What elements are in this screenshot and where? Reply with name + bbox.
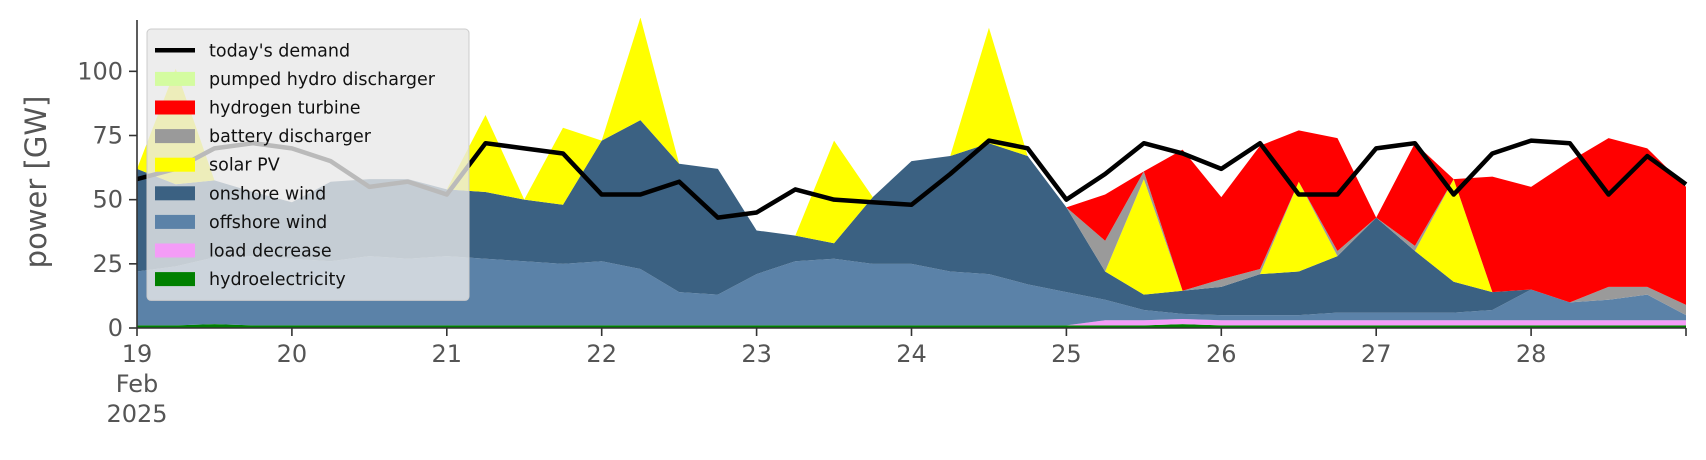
legend-label: hydrogen turbine bbox=[209, 99, 361, 119]
legend-swatch bbox=[155, 272, 195, 287]
legend-swatch bbox=[155, 186, 195, 201]
legend-swatch bbox=[155, 157, 195, 172]
legend-item-onshore-wind: onshore wind bbox=[155, 184, 326, 204]
x-tick-month-label: Feb bbox=[116, 370, 159, 398]
legend-label: onshore wind bbox=[209, 184, 326, 204]
legend-item-solar-pv: solar PV bbox=[155, 156, 280, 176]
legend-item-offshore-wind: offshore wind bbox=[155, 213, 327, 233]
y-tick-label: 0 bbox=[108, 314, 123, 342]
x-tick-year-label: 2025 bbox=[106, 400, 167, 428]
legend-label: solar PV bbox=[209, 156, 280, 176]
legend-item-hydroelectricity: hydroelectricity bbox=[155, 270, 346, 290]
legend-swatch bbox=[155, 243, 195, 258]
y-tick-label: 100 bbox=[77, 57, 123, 85]
legend-label: hydroelectricity bbox=[209, 270, 346, 290]
legend-item-load-decrease: load decrease bbox=[155, 242, 332, 262]
legend-swatch bbox=[155, 129, 195, 144]
x-tick-label: 23 bbox=[741, 340, 772, 368]
x-tick-label: 22 bbox=[586, 340, 617, 368]
legend-label: today's demand bbox=[209, 41, 350, 61]
x-tick-label: 26 bbox=[1206, 340, 1237, 368]
y-axis-label: power [GW] bbox=[19, 96, 53, 269]
legend-label: battery discharger bbox=[209, 127, 372, 147]
area-onshore-wind bbox=[137, 120, 1686, 316]
x-tick-label: 21 bbox=[432, 340, 463, 368]
legend-label: pumped hydro discharger bbox=[209, 70, 436, 90]
x-tick-label: 28 bbox=[1516, 340, 1547, 368]
y-tick-label: 75 bbox=[92, 122, 123, 150]
area-hydroelectricity bbox=[137, 324, 1686, 328]
x-tick-label: 19 bbox=[122, 340, 153, 368]
legend-label: offshore wind bbox=[209, 213, 327, 233]
area-solar-pv bbox=[137, 18, 1686, 316]
legend-swatch bbox=[155, 71, 195, 86]
y-tick-label: 25 bbox=[92, 250, 123, 278]
legend-item-battery-discharger: battery discharger bbox=[155, 127, 372, 147]
stacked-areas bbox=[137, 18, 1686, 328]
legend-label: load decrease bbox=[209, 242, 332, 262]
x-tick-label: 24 bbox=[896, 340, 927, 368]
legend-item-today-s-demand: today's demand bbox=[155, 41, 350, 61]
legend-swatch bbox=[155, 100, 195, 115]
x-tick-label: 20 bbox=[277, 340, 308, 368]
legend-item-hydrogen-turbine: hydrogen turbine bbox=[155, 99, 361, 119]
x-tick-label: 25 bbox=[1051, 340, 1082, 368]
area-load-decrease bbox=[137, 319, 1686, 326]
legend-item-pumped-hydro-discharger: pumped hydro discharger bbox=[155, 70, 436, 90]
x-tick-label: 27 bbox=[1361, 340, 1392, 368]
legend: today's demand pumped hydro discharger hyd… bbox=[146, 28, 470, 301]
legend-swatch bbox=[155, 214, 195, 229]
area-offshore-wind bbox=[137, 256, 1686, 326]
legend-box bbox=[146, 28, 470, 301]
area-hydrogen-turbine bbox=[137, 18, 1686, 305]
y-tick-label: 50 bbox=[92, 186, 123, 214]
